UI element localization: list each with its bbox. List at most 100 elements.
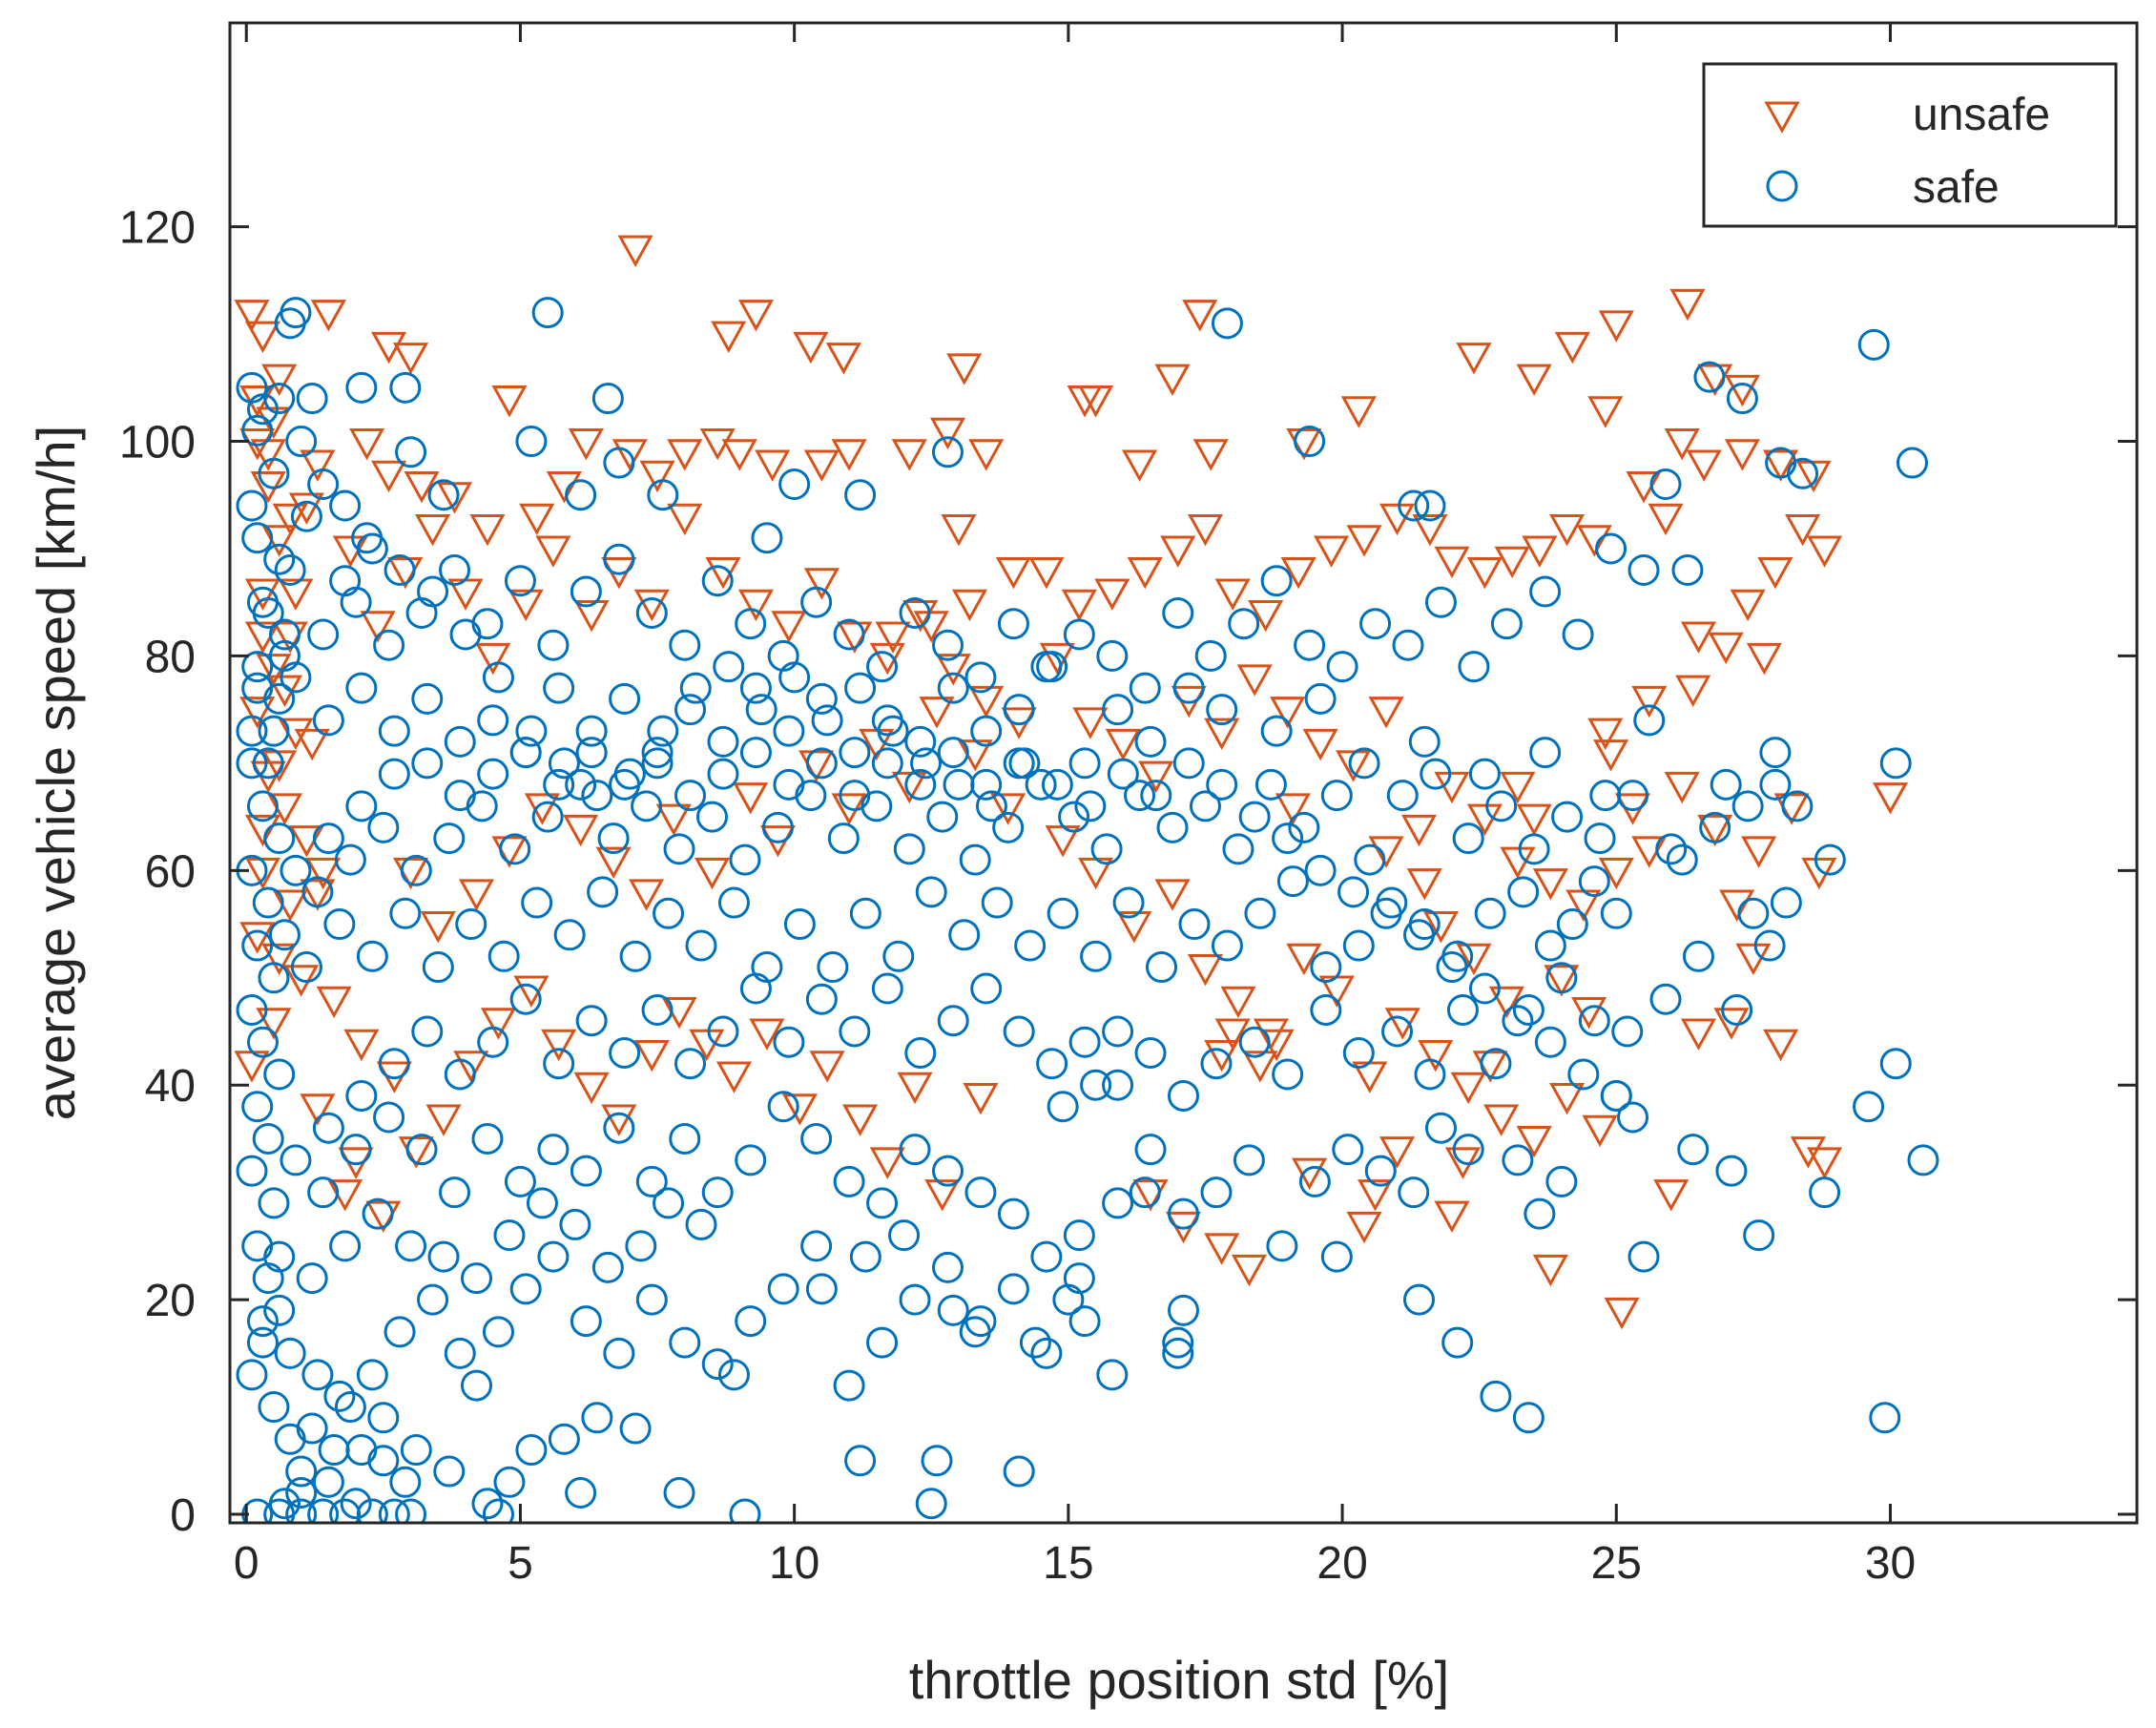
data-point-unsafe (1686, 449, 1722, 482)
data-point-safe (263, 1240, 296, 1273)
data-point-safe (970, 768, 1003, 801)
data-point-safe (1228, 608, 1260, 640)
data-point-safe (1129, 1176, 1161, 1209)
data-point-unsafe (1248, 599, 1284, 633)
data-point-unsafe (393, 343, 429, 375)
data-point-safe (345, 371, 378, 404)
data-point-unsafe (1653, 1179, 1690, 1212)
data-point-safe (1414, 489, 1446, 522)
data-point-unsafe (633, 589, 670, 622)
data-point-unsafe (1456, 943, 1492, 976)
data-point-safe (591, 1251, 624, 1283)
data-point-safe (1512, 994, 1544, 1027)
data-point-safe (1030, 1337, 1063, 1369)
data-point-safe (493, 1466, 526, 1498)
data-point-safe (882, 940, 915, 972)
data-point-safe (395, 436, 427, 468)
data-point-safe (937, 672, 969, 704)
data-point-safe (899, 1134, 931, 1166)
data-point-safe (849, 1240, 881, 1273)
data-point-safe (241, 651, 274, 683)
data-point-safe (1545, 1165, 1578, 1197)
axes: 0 5 10 15 20 25 30 0 20 40 60 80 100 120 (119, 23, 2137, 1589)
data-point-unsafe (239, 697, 276, 729)
data-point-safe (1266, 1230, 1298, 1262)
data-point-safe (833, 1165, 865, 1197)
data-point-safe (1233, 1144, 1265, 1176)
data-point-unsafe (1336, 750, 1372, 782)
data-point-unsafe (310, 300, 346, 332)
data-point-unsafe (935, 654, 971, 686)
data-point-safe (1424, 586, 1457, 618)
data-point-safe (1342, 1036, 1375, 1069)
data-point-safe (263, 682, 296, 715)
data-point-safe (268, 618, 301, 651)
data-point-safe (811, 704, 843, 737)
legend: unsafe safe (1702, 62, 2118, 228)
data-point-safe (647, 479, 679, 511)
data-point-unsafe (469, 513, 506, 547)
data-point-safe (1146, 951, 1178, 984)
data-point-unsafe (617, 235, 653, 268)
data-point-unsafe (1434, 546, 1470, 579)
data-point-safe (975, 790, 1007, 822)
data-point-safe (992, 811, 1025, 843)
data-point-unsafe (737, 300, 774, 332)
data-point-safe (570, 1305, 602, 1338)
data-point-unsafe (946, 353, 983, 385)
data-point-safe (1787, 457, 1819, 489)
data-point-unsafe (1648, 503, 1684, 536)
data-point-unsafe (453, 1051, 489, 1083)
data-point-unsafe (1582, 1114, 1618, 1148)
data-point-safe (378, 715, 410, 747)
data-point-safe (499, 833, 531, 865)
data-point-safe (1003, 694, 1035, 726)
data-point-safe (345, 790, 378, 822)
data-point-safe (904, 1036, 937, 1069)
data-point-safe (641, 994, 674, 1027)
data-point-safe (1080, 1069, 1112, 1101)
data-point-safe (1529, 575, 1562, 608)
data-point-safe (931, 436, 964, 468)
data-point-safe (246, 393, 279, 426)
data-point-safe (258, 1187, 290, 1219)
data-point-safe (1770, 886, 1802, 919)
data-point-safe (844, 479, 877, 511)
data-point-safe (565, 479, 597, 511)
data-point-safe (1090, 833, 1123, 865)
data-point-unsafe (1576, 525, 1612, 557)
data-point-safe (1715, 1155, 1748, 1187)
data-point-unsafe (897, 1072, 933, 1105)
data-point-safe (997, 608, 1029, 640)
data-point-safe (707, 725, 739, 758)
data-point-unsafe (1664, 428, 1700, 461)
data-point-unsafe (1422, 911, 1460, 944)
data-point-safe (1304, 682, 1337, 715)
data-point-safe (575, 1005, 608, 1037)
data-point-safe (937, 1005, 969, 1037)
data-point-unsafe (869, 1147, 905, 1179)
data-point-safe (1814, 843, 1846, 876)
data-point-safe (362, 1197, 394, 1230)
data-point-unsafe (1466, 556, 1503, 590)
data-point-safe (603, 1337, 635, 1369)
data-point-safe (565, 768, 597, 801)
data-point-unsafe (655, 803, 692, 836)
data-point-safe (444, 725, 476, 758)
data-points-layer (234, 235, 1939, 1523)
data-point-safe (258, 1391, 290, 1424)
data-point-unsafe (1516, 364, 1552, 396)
data-point-unsafe (1483, 1104, 1520, 1136)
data-point-safe (575, 737, 608, 769)
data-point-safe (1074, 790, 1107, 822)
data-point-safe (1162, 1337, 1194, 1369)
data-point-safe (493, 1219, 526, 1252)
data-point-safe (258, 962, 290, 994)
data-point-unsafe (968, 685, 1005, 718)
data-point-safe (246, 1026, 279, 1058)
data-point-safe (301, 1359, 334, 1391)
data-point-unsafe (300, 879, 336, 911)
data-point-safe (717, 886, 750, 919)
data-point-safe (340, 586, 372, 618)
